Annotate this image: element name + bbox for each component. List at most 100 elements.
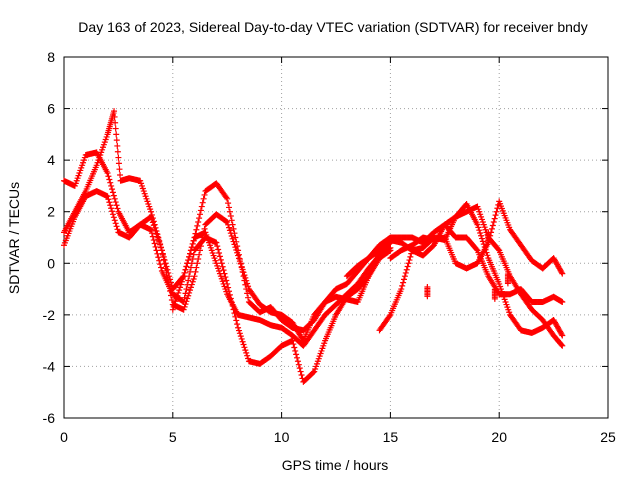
data-point-interp [187,264,194,271]
series-track-6 [376,221,566,334]
data-point [559,298,566,305]
data-point-interp [214,243,221,250]
data-point-interp [181,294,188,301]
data-point-interp [149,233,156,240]
x-tick-label: 15 [383,429,399,445]
data-point-interp [475,224,482,231]
data-point-interp [480,241,487,248]
data-point-interp [223,218,230,225]
data-point-interp [239,266,246,273]
data-point [148,213,155,220]
y-tick-label: 4 [47,152,55,168]
data-point-interp [401,276,407,283]
data-point [559,342,566,349]
data-point-interp [153,247,160,254]
data-point-interp [386,245,393,252]
data-point-interp [110,214,117,221]
data-point-interp [112,220,119,227]
data-point-interp [294,358,301,365]
data-point-interp [193,226,200,233]
data-point-interp [229,235,236,242]
data-point-interp [105,196,112,203]
data-point-interp [114,205,121,212]
data-point-interp [109,208,116,215]
data-point-interp [477,229,484,236]
data-point [224,195,231,202]
data-point-interp [178,278,185,285]
data-point-interp [107,179,114,186]
data-point-interp [236,258,243,265]
data-point-interp [294,354,301,361]
data-point-interp [186,273,193,280]
data-point-interp [112,119,119,126]
data-point-interp [244,280,251,287]
data-point-interp [152,243,159,250]
data-point-interp [197,207,204,214]
y-tick-label: -6 [43,410,56,426]
isolated-point [424,284,431,291]
data-point-interp [473,246,480,253]
data-point-interp [245,283,252,290]
data-point-interp [106,199,113,206]
data-point-interp [225,221,232,228]
data-point-interp [490,219,497,226]
data-point-interp [196,251,203,258]
data-point-interp [175,289,182,296]
data-point-interp [404,263,411,270]
data-point [158,247,165,254]
data-point [148,226,155,233]
data-point-interp [242,274,249,281]
data-point-interp [181,269,188,276]
data-point-interp [173,295,180,302]
data-point-interp [296,365,303,372]
x-tick-label: 25 [600,429,616,445]
data-point-interp [114,148,121,155]
data-point-interp [481,243,488,250]
data-point-interp [226,204,233,211]
data-point-interp [558,341,565,348]
data-point-interp [400,279,407,286]
data-point-interp [160,256,167,263]
data-point-interp [216,253,223,260]
data-point-interp [488,225,495,232]
data-point [169,306,176,313]
data-point-interp [114,142,121,149]
data-point-interp [177,284,184,291]
data-point-interp [222,274,229,281]
data-point-interp [223,277,230,284]
data-point-interp [176,287,183,294]
data-point-interp [148,230,155,237]
data-point-interp [108,205,115,212]
data-point-interp [184,260,191,267]
data-point-interp [227,230,234,237]
data-point-interp [399,282,406,289]
data-point-interp [150,222,157,229]
data-point-interp [233,246,240,253]
data-point-interp [187,250,194,257]
y-axis-label: SDTVAR / TECUs [6,182,22,294]
data-point-interp [495,246,502,253]
data-point-interp [150,237,157,244]
data-point-interp [223,194,230,201]
data-point-interp [241,344,248,351]
data-point-interp [111,113,118,120]
data-point [213,239,220,246]
axis-layer: 0 5 10 15 20 25 -6 -4 -2 0 2 4 6 8 [43,49,616,445]
data-point-interp [230,238,237,245]
x-tick-label: 20 [491,429,507,445]
data-point-interp [154,250,161,257]
data-point-interp [183,286,190,293]
data-point-interp [238,263,245,270]
data-point-interp [234,249,241,256]
data-point-interp [108,182,115,189]
data-point-interp [187,284,194,291]
data-point-interp [401,273,408,280]
data-point-interp [179,298,186,305]
data-point-interp [199,199,206,206]
data-point-interp [182,266,189,273]
data-point-interp [226,208,233,215]
data-point [387,244,394,251]
data-point-interp [297,368,304,375]
data-point-interp [155,254,162,261]
